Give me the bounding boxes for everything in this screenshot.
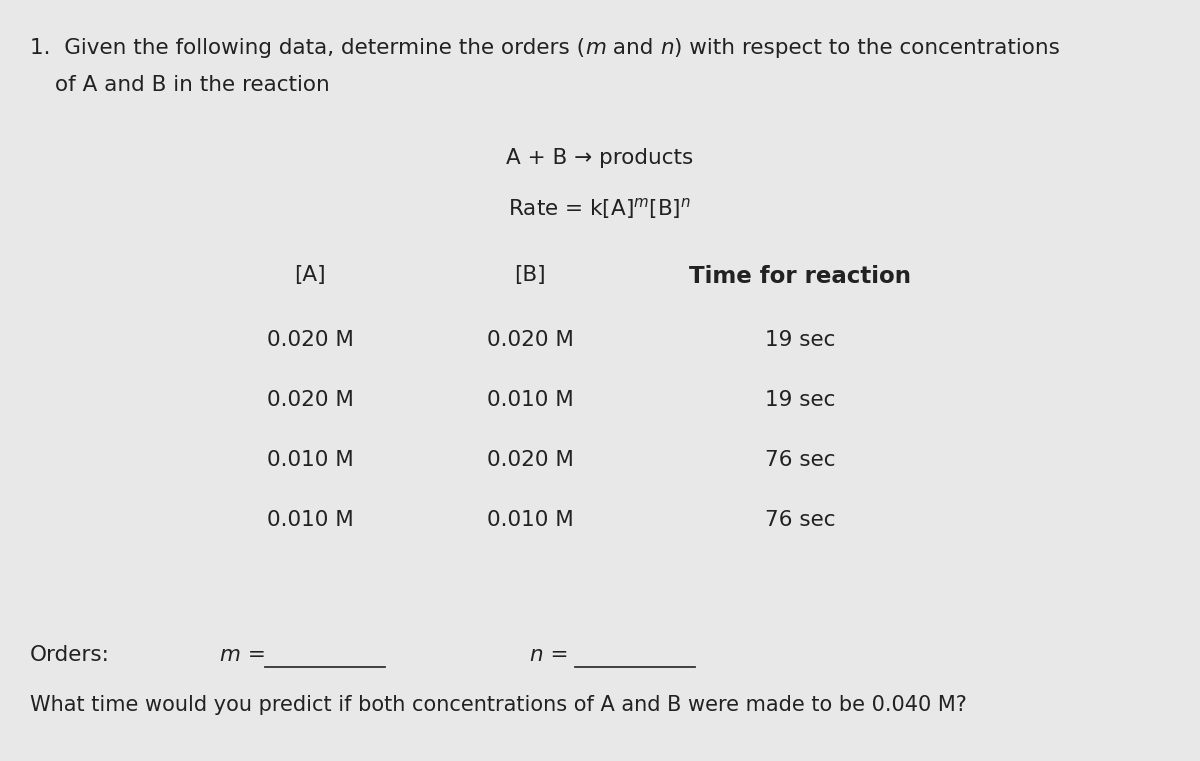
Text: 0.010 M: 0.010 M — [266, 510, 353, 530]
Text: and: and — [606, 38, 660, 58]
Text: 0.010 M: 0.010 M — [266, 450, 353, 470]
Text: 19 sec: 19 sec — [764, 330, 835, 350]
Text: 76 sec: 76 sec — [764, 510, 835, 530]
Text: Time for reaction: Time for reaction — [689, 265, 911, 288]
Text: [B]: [B] — [514, 265, 546, 285]
Text: A + B → products: A + B → products — [506, 148, 694, 168]
Text: 19 sec: 19 sec — [764, 390, 835, 410]
Text: 0.020 M: 0.020 M — [486, 450, 574, 470]
Text: 0.010 M: 0.010 M — [487, 510, 574, 530]
Text: 0.010 M: 0.010 M — [487, 390, 574, 410]
Text: Orders:: Orders: — [30, 645, 110, 665]
Text: of A and B in the reaction: of A and B in the reaction — [55, 75, 330, 95]
Text: 0.020 M: 0.020 M — [486, 330, 574, 350]
Text: 1.  Given the following data, determine the orders (: 1. Given the following data, determine t… — [30, 38, 586, 58]
Text: n: n — [660, 38, 674, 58]
Text: ) with respect to the concentrations: ) with respect to the concentrations — [674, 38, 1060, 58]
Text: 0.020 M: 0.020 M — [266, 390, 354, 410]
Text: [A]: [A] — [294, 265, 326, 285]
Text: m: m — [586, 38, 606, 58]
Text: Rate = k[A]$^m$[B]$^n$: Rate = k[A]$^m$[B]$^n$ — [509, 196, 691, 221]
Text: n =: n = — [530, 645, 569, 665]
Text: m =: m = — [220, 645, 266, 665]
Text: What time would you predict if both concentrations of A and B were made to be 0.: What time would you predict if both conc… — [30, 695, 967, 715]
Text: 76 sec: 76 sec — [764, 450, 835, 470]
Text: 0.020 M: 0.020 M — [266, 330, 354, 350]
